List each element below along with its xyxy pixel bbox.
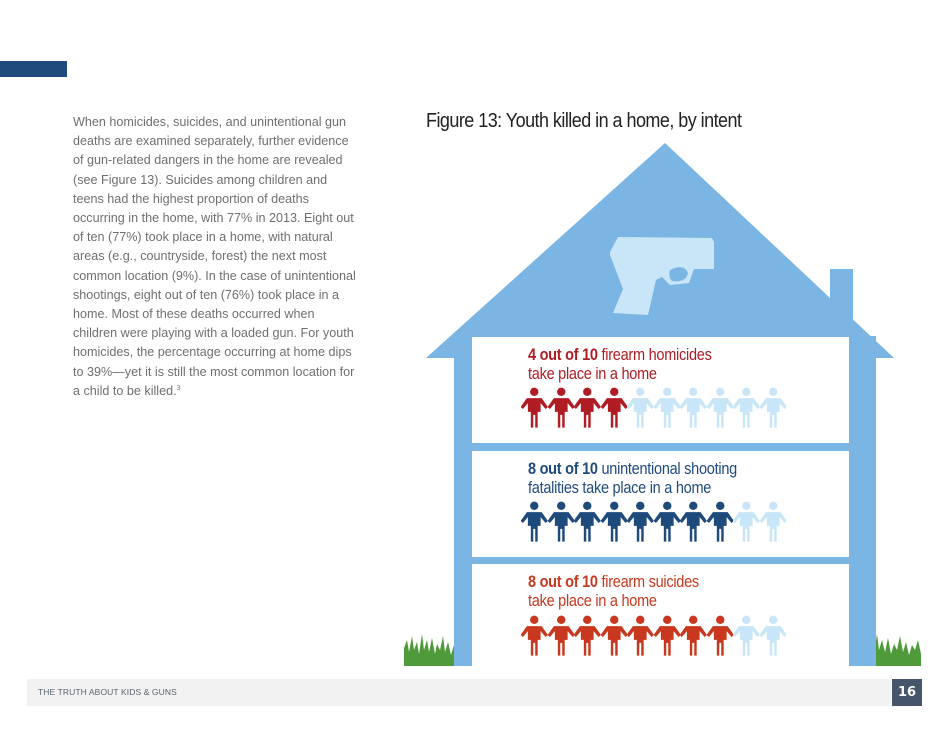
unintentional-stat: 8 out of 10: [528, 460, 598, 478]
person-icon: [706, 501, 733, 542]
footer-bar: [27, 679, 891, 706]
page-number-badge: 16: [892, 679, 922, 706]
person-icon: [574, 501, 601, 542]
body-paragraph-text: When homicides, suicides, and unintentio…: [73, 115, 356, 398]
accent-bar: [0, 61, 67, 77]
suicides-stat: 8 out of 10: [528, 573, 598, 591]
homicides-people-row: [521, 387, 786, 429]
person-icon: [627, 501, 654, 542]
panel-homicides: 4 out of 10 firearm homicides take place…: [472, 337, 849, 443]
person-icon: [653, 615, 680, 656]
person-icon: [627, 615, 654, 656]
person-icon: [733, 501, 760, 542]
body-paragraph: When homicides, suicides, and unintentio…: [73, 113, 358, 401]
person-icon: [574, 387, 601, 428]
suicides-people-row: [521, 615, 786, 657]
homicides-caption: 4 out of 10 firearm homicides take place…: [528, 346, 712, 384]
person-icon: [600, 501, 627, 542]
unintentional-caption: 8 out of 10 unintentional shooting fatal…: [528, 460, 737, 498]
person-icon: [574, 615, 601, 656]
unintentional-people-row: [521, 501, 786, 543]
person-icon: [759, 387, 786, 428]
person-icon: [547, 501, 574, 542]
person-icon: [680, 615, 707, 656]
person-icon: [653, 501, 680, 542]
unintentional-line2: fatalities take place in a home: [528, 479, 712, 497]
person-icon: [600, 387, 627, 428]
person-icon: [733, 615, 760, 656]
suicides-caption: 8 out of 10 firearm suicides take place …: [528, 573, 699, 611]
footer-publication-title: THE TRUTH ABOUT KIDS & GUNS: [38, 687, 177, 697]
person-icon: [547, 387, 574, 428]
person-icon: [680, 387, 707, 428]
person-icon: [627, 387, 654, 428]
person-icon: [759, 615, 786, 656]
person-icon: [759, 501, 786, 542]
homicides-line2: take place in a home: [528, 365, 657, 383]
figure-title: Figure 13: Youth killed in a home, by in…: [426, 110, 742, 132]
homicides-stat: 4 out of 10: [528, 346, 598, 364]
suicides-line2: take place in a home: [528, 592, 657, 610]
person-icon: [600, 615, 627, 656]
handgun-icon: [610, 237, 714, 315]
grass-left-icon: [404, 634, 454, 666]
person-icon: [733, 387, 760, 428]
person-icon: [521, 501, 548, 542]
panel-unintentional: 8 out of 10 unintentional shooting fatal…: [472, 451, 849, 557]
person-icon: [653, 387, 680, 428]
person-icon: [706, 387, 733, 428]
suicides-line1: firearm suicides: [597, 573, 699, 591]
person-icon: [521, 615, 548, 656]
unintentional-line1: unintentional shooting: [597, 460, 737, 478]
person-icon: [521, 387, 548, 428]
homicides-line1: firearm homicides: [597, 346, 712, 364]
panel-suicides: 8 out of 10 firearm suicides take place …: [472, 564, 849, 666]
person-icon: [706, 615, 733, 656]
person-icon: [547, 615, 574, 656]
footnote-marker[interactable]: 3: [176, 384, 181, 392]
person-icon: [680, 501, 707, 542]
